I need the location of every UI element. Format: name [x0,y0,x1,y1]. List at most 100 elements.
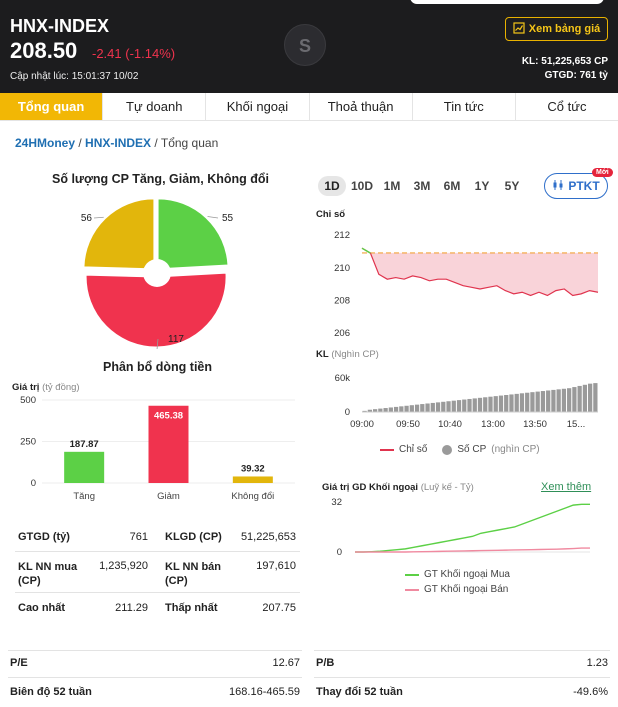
foreign-buy-line [355,503,590,553]
sell-legend-label: GT Khối ngoại Bán [424,584,509,595]
index-chart-ylabel: Chỉ số [316,209,346,220]
gtgd-label: GTGD (tỷ) [18,531,70,543]
range-selector: 1D 10D 1M 3M 6M 1Y 5Y [318,176,526,196]
tab-overview[interactable]: Tổng quan [0,93,104,120]
volume-bar [467,398,472,412]
volume-bar [383,408,388,412]
volume-legend-label: Số CP [457,444,487,455]
volume-bar [488,396,493,412]
breadcrumb-separator: / [78,136,86,150]
volume-bar [546,390,551,412]
pie-label-up: 55 [222,213,234,224]
new-badge: Mới [592,168,613,177]
tab-proprietary[interactable]: Tự doanh [103,93,207,120]
klgd-label: KLGD (CP) [165,531,222,543]
time-xtick: 10:40 [438,419,462,430]
flow-ytick: 250 [20,437,36,448]
flow-xtick: Tăng [73,491,95,502]
range-1m-button[interactable]: 1M [383,179,401,193]
header-value: GTGD: 761 tỷ [544,70,608,81]
volume-legend-unit: (nghìn CP) [491,444,540,455]
volume-bar [430,402,435,412]
flow-ylabel: Giá trị (tỷ đồng) [12,382,80,393]
nn-sell-label: KL NN bán (CP) [165,561,222,587]
index-line [361,247,599,297]
breadcrumb-index[interactable]: HNX-INDEX [85,136,152,150]
pie-slice-up [157,198,229,270]
range-5y-button[interactable]: 5Y [504,179,520,193]
gtgd-value: 761 [129,531,148,543]
volume-bar [530,392,535,412]
foreign-ytick: 0 [337,547,342,558]
volume-bar [477,397,483,412]
volume-bar [567,388,572,412]
brand-logo-icon: S [284,24,326,66]
range-1d-button[interactable]: 1D [318,176,346,196]
divider [15,592,300,593]
volume-bar [425,403,430,412]
volume-bar [472,398,477,412]
view-price-board-button[interactable]: Xem bảng giá [505,17,608,41]
tab-dividend[interactable]: Cổ tức [547,99,587,114]
tab-foreign[interactable]: Khối ngoại [206,93,310,120]
divider [8,677,302,678]
board-icon [513,21,525,37]
time-xtick: 09:50 [396,419,420,430]
nn-buy-value: 1,235,920 [99,560,148,572]
foreign-title: Giá trị GD Khối ngoại (Luỹ kế - Tỷ) [322,482,474,493]
flow-ytick: 0 [31,478,36,489]
range-1y-button[interactable]: 1Y [474,179,490,193]
range-10d-button[interactable]: 10D [350,179,373,193]
index-ytick: 206 [334,328,350,339]
change52-label: Thay đổi 52 tuần [316,686,403,698]
buy-legend-label: GT Khối ngoại Mua [424,569,510,580]
divider [314,677,610,678]
advance-decline-pie-chart: 55 117 56 [81,198,234,350]
see-more-link[interactable]: Xem thêm [541,481,592,493]
money-flow-bar-chart: 0 250 500 187.87 Tăng 465.38 Giảm 39.32 Không đổ… [20,395,295,502]
volume-bar [367,409,372,412]
range-3m-button[interactable]: 3M [413,179,431,193]
volume-bar [378,408,383,412]
volume-bar [435,402,441,412]
index-line-start [361,247,371,254]
volume-bar [588,383,593,412]
tab-negotiated[interactable]: Thoả thuận [310,93,413,120]
index-legend: Chỉ số Số CP (nghìn CP) [380,444,540,455]
volume-bar [572,387,577,412]
tab-news[interactable]: Tin tức [413,93,516,120]
volume-bar [409,405,414,412]
pe-value: 12.67 [272,657,300,669]
nn-buy-label: KL NN mua (CP) [18,561,78,587]
flow-bar-2 [232,476,273,483]
volume-bar [582,384,588,412]
high-label: Cao nhất [18,602,66,614]
search-input[interactable] [410,0,604,4]
breadcrumb-separator: / [154,136,161,150]
pb-value: 1.23 [586,657,608,669]
volume-bar [493,396,498,412]
volume-bar [525,392,530,412]
volume-bar [399,406,404,412]
volume-bar [388,407,393,412]
flow-title: Phân bổ dòng tiền [103,360,213,374]
index-ytick: 208 [334,295,350,306]
pie-slice-unchanged [83,198,155,270]
low-value: 207.75 [262,602,296,614]
flow-bar-1 [148,405,189,483]
volume-ytick: 60k [335,373,351,384]
volume-bar [404,405,409,412]
index-legend-swatch [380,448,394,451]
volume-bar [561,388,567,412]
range-6m-button[interactable]: 6M [443,179,461,193]
breadcrumb: 24HMoney / HNX-INDEX / Tổng quan [15,136,218,150]
pie-title: Số lượng CP Tăng, Giảm, Không đổi [52,172,270,186]
pb-label: P/B [316,657,335,669]
pie-leader-line [156,338,159,350]
volume-bar [577,385,582,412]
nn-sell-value: 197,610 [256,560,296,572]
ptkt-button[interactable]: PTKT [544,173,608,199]
divider [314,650,610,651]
breadcrumb-home[interactable]: 24HMoney [15,136,76,150]
volume-bar [372,409,378,412]
